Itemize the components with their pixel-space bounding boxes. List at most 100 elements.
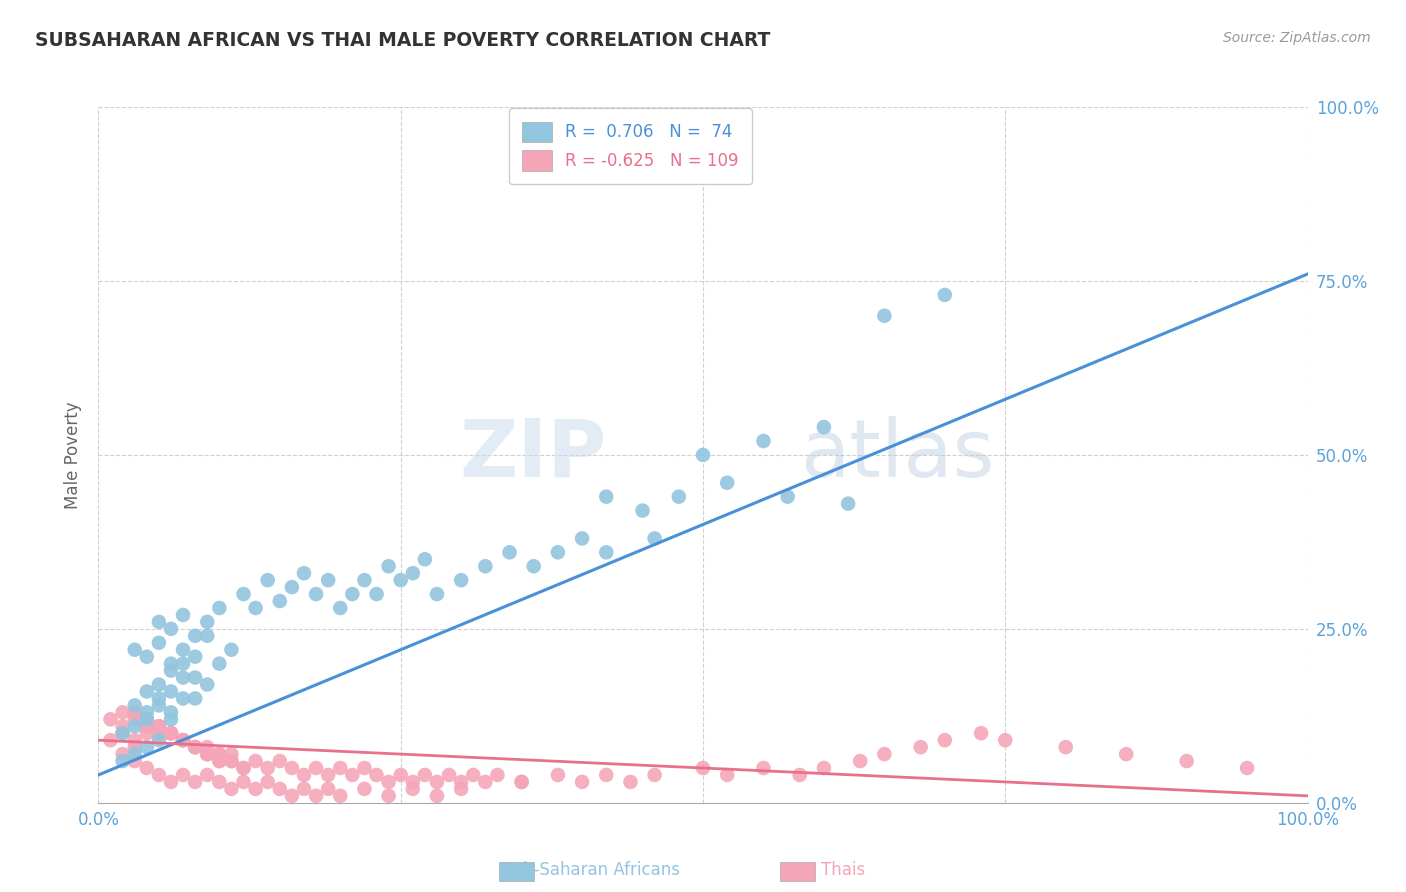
Point [813, 420, 835, 434]
Point [172, 768, 194, 782]
Point [208, 601, 231, 615]
Point [245, 781, 267, 796]
Point [148, 726, 170, 740]
Point [172, 657, 194, 671]
Point [148, 636, 170, 650]
Point [135, 726, 157, 740]
Point [269, 754, 291, 768]
Point [970, 726, 993, 740]
Point [377, 775, 399, 789]
Point [329, 601, 352, 615]
Point [208, 754, 231, 768]
Point [232, 761, 254, 775]
Point [1115, 747, 1137, 761]
Point [135, 712, 157, 726]
Point [305, 789, 328, 803]
Point [135, 712, 157, 726]
Point [124, 642, 146, 657]
Point [172, 733, 194, 747]
Point [208, 747, 231, 761]
Point [172, 671, 194, 685]
Point [342, 587, 364, 601]
Point [135, 712, 157, 726]
Text: ZIP: ZIP [458, 416, 606, 494]
Point [269, 781, 291, 796]
Point [184, 740, 207, 755]
Point [510, 775, 533, 789]
Point [752, 434, 775, 448]
Point [245, 601, 267, 615]
Point [910, 740, 932, 755]
Point [148, 698, 170, 713]
Point [221, 747, 243, 761]
Point [329, 789, 352, 803]
Point [195, 768, 218, 782]
Text: Sub-Saharan Africans: Sub-Saharan Africans [502, 861, 679, 879]
Point [776, 490, 799, 504]
Point [789, 768, 811, 782]
Point [437, 768, 460, 782]
Point [450, 573, 472, 587]
Point [389, 573, 412, 587]
Point [402, 775, 425, 789]
Point [292, 566, 315, 581]
Point [208, 657, 231, 671]
Point [292, 781, 315, 796]
Point [498, 545, 520, 559]
Point [100, 733, 122, 747]
Point [184, 629, 207, 643]
Point [124, 712, 146, 726]
Point [160, 664, 183, 678]
Point [184, 740, 207, 755]
Point [837, 497, 859, 511]
Point [111, 754, 134, 768]
Point [148, 719, 170, 733]
Point [305, 761, 328, 775]
Point [668, 490, 690, 504]
Point [135, 719, 157, 733]
Point [160, 775, 183, 789]
Point [184, 740, 207, 755]
Point [172, 733, 194, 747]
Point [426, 587, 449, 601]
Point [195, 747, 218, 761]
Point [160, 726, 183, 740]
Point [221, 781, 243, 796]
Point [195, 747, 218, 761]
Point [1236, 761, 1258, 775]
Point [124, 698, 146, 713]
Point [426, 775, 449, 789]
Point [172, 691, 194, 706]
Point [195, 740, 218, 755]
Point [124, 733, 146, 747]
Point [934, 288, 956, 302]
Point [160, 726, 183, 740]
Point [256, 775, 278, 789]
Point [208, 775, 231, 789]
Point [124, 754, 146, 768]
Point [413, 552, 436, 566]
Point [342, 768, 364, 782]
Point [208, 747, 231, 761]
Point [595, 768, 617, 782]
Point [849, 754, 872, 768]
Point [111, 726, 134, 740]
Point [644, 768, 666, 782]
Point [450, 775, 472, 789]
Point [184, 671, 207, 685]
Point [111, 726, 134, 740]
Point [402, 781, 425, 796]
Point [232, 587, 254, 601]
Point [463, 768, 485, 782]
Point [172, 642, 194, 657]
Point [377, 789, 399, 803]
Point [148, 733, 170, 747]
Point [571, 775, 593, 789]
Point [111, 719, 134, 733]
Point [366, 768, 388, 782]
Point [111, 747, 134, 761]
Point [135, 740, 157, 755]
Point [474, 559, 496, 574]
Point [135, 684, 157, 698]
Point [100, 712, 122, 726]
